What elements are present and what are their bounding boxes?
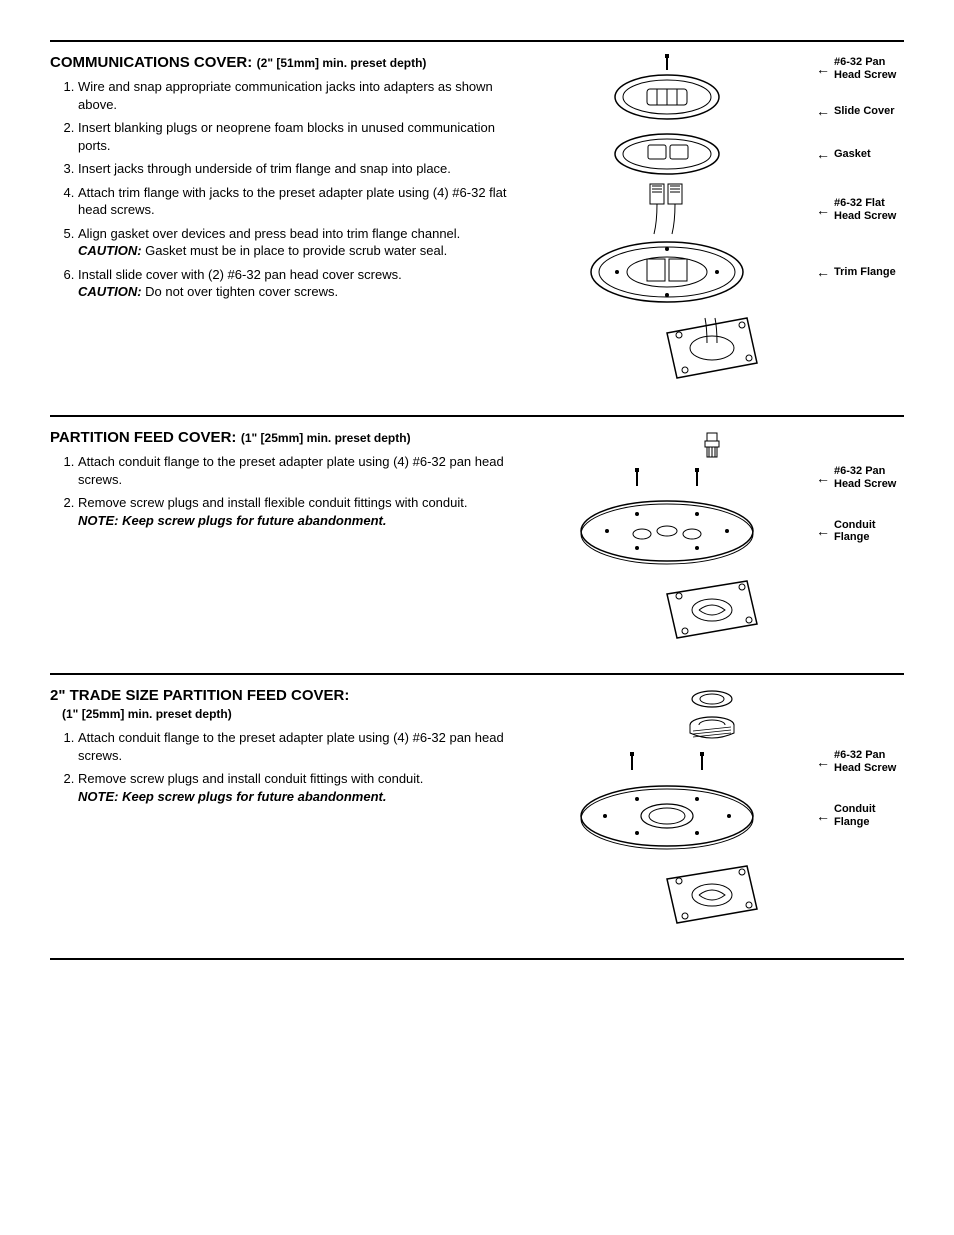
- note-text: Keep screw plugs for future abandonment.: [122, 789, 386, 804]
- note-label: NOTE:: [78, 789, 118, 804]
- caution-text: Gasket must be in place to provide scrub…: [145, 243, 447, 258]
- screw-icon: [697, 752, 707, 772]
- arrow-icon: ←: [816, 808, 830, 824]
- section-2in-trade-partition-feed-cover: 2" TRADE SIZE PARTITION FEED COVER: (1" …: [50, 673, 904, 927]
- step: Wire and snap appropriate communication …: [78, 78, 510, 113]
- threaded-ring-icon: [687, 715, 737, 745]
- diagram-column: ←#6-32 Pan Head Screw ←Conduit Flange: [520, 687, 904, 927]
- callout: #6-32 Pan Head Screw: [834, 749, 904, 774]
- arrow-icon: ←: [816, 202, 830, 218]
- arrow-icon: ←: [816, 470, 830, 486]
- text-column: PARTITION FEED COVER: (1" [25mm] min. pr…: [50, 429, 520, 535]
- conduit-plug-icon: [697, 431, 727, 461]
- section-title: COMMUNICATIONS COVER:: [50, 54, 252, 71]
- arrow-icon: ←: [816, 146, 830, 162]
- screw-icon: [662, 54, 672, 72]
- callout: #6-32 Pan Head Screw: [834, 56, 904, 81]
- step-text: Remove screw plugs and install conduit f…: [78, 771, 423, 786]
- step: Align gasket over devices and press bead…: [78, 225, 510, 260]
- screw-icon: [632, 468, 642, 488]
- section-communications-cover: COMMUNICATIONS COVER: (2" [51mm] min. pr…: [50, 40, 904, 385]
- text-column: COMMUNICATIONS COVER: (2" [51mm] min. pr…: [50, 54, 520, 307]
- text-column: 2" TRADE SIZE PARTITION FEED COVER: (1" …: [50, 687, 520, 811]
- steps-list: Wire and snap appropriate communication …: [50, 78, 510, 301]
- step-text: Attach conduit flange to the preset adap…: [78, 454, 504, 487]
- conduit-flange-icon: [577, 781, 757, 851]
- adapter-plate-icon: [657, 313, 767, 383]
- callout: #6-32 Flat Head Screw: [834, 197, 904, 222]
- step-text: Remove screw plugs and install flexible …: [78, 495, 467, 510]
- adapter-plate-icon: [657, 861, 767, 926]
- step-text: Attach trim flange with jacks to the pre…: [78, 185, 507, 218]
- adapter-plate-icon: [657, 576, 767, 641]
- arrow-icon: ←: [816, 264, 830, 280]
- step: Remove screw plugs and install conduit f…: [78, 770, 510, 805]
- screw-icon: [692, 468, 702, 488]
- step-text: Attach conduit flange to the preset adap…: [78, 730, 504, 763]
- note-text: Keep screw plugs for future abandonment.: [122, 513, 386, 528]
- step-text: Insert blanking plugs or neoprene foam b…: [78, 120, 495, 153]
- steps-list: Attach conduit flange to the preset adap…: [50, 729, 510, 805]
- arrow-icon: ←: [816, 103, 830, 119]
- step-text: Install slide cover with (2) #6-32 pan h…: [78, 267, 402, 282]
- callout: Conduit Flange: [834, 803, 904, 828]
- step: Attach trim flange with jacks to the pre…: [78, 184, 510, 219]
- callout: Trim Flange: [834, 266, 904, 279]
- step-text: Wire and snap appropriate communication …: [78, 79, 493, 112]
- callout: Slide Cover: [834, 105, 904, 118]
- screw-icon: [627, 752, 637, 772]
- step: Attach conduit flange to the preset adap…: [78, 453, 510, 488]
- step-text: Insert jacks through underside of trim f…: [78, 161, 451, 176]
- step: Insert blanking plugs or neoprene foam b…: [78, 119, 510, 154]
- section-title: PARTITION FEED COVER:: [50, 429, 236, 446]
- step: Remove screw plugs and install flexible …: [78, 494, 510, 529]
- caution-label: CAUTION:: [78, 284, 142, 299]
- arrow-icon: ←: [816, 61, 830, 77]
- conduit-flange-icon: [577, 496, 757, 566]
- trim-flange-icon: [587, 237, 747, 307]
- jack-assembly-icon: [632, 182, 702, 237]
- caution-text: Do not over tighten cover screws.: [145, 284, 338, 299]
- caution-label: CAUTION:: [78, 243, 142, 258]
- step: Install slide cover with (2) #6-32 pan h…: [78, 266, 510, 301]
- section-subtitle: (2" [51mm] min. preset depth): [257, 56, 427, 70]
- footer-rule: [50, 958, 904, 960]
- section-subtitle: (1" [25mm] min. preset depth): [62, 707, 510, 721]
- callout: Conduit Flange: [834, 519, 904, 544]
- callout: Gasket: [834, 148, 904, 161]
- step: Insert jacks through underside of trim f…: [78, 160, 510, 178]
- steps-list: Attach conduit flange to the preset adap…: [50, 453, 510, 529]
- diagram-column: ←#6-32 Pan Head Screw ←Conduit Flange: [520, 429, 904, 643]
- section-subtitle: (1" [25mm] min. preset depth): [241, 431, 411, 445]
- callout: #6-32 Pan Head Screw: [834, 465, 904, 490]
- arrow-icon: ←: [816, 523, 830, 539]
- note-label: NOTE:: [78, 513, 118, 528]
- step: Attach conduit flange to the preset adap…: [78, 729, 510, 764]
- diagram-column: ←#6-32 Pan Head Screw ←Slide Cover ←Gask…: [520, 54, 904, 385]
- section-title: 2" TRADE SIZE PARTITION FEED COVER:: [50, 687, 349, 704]
- section-partition-feed-cover: PARTITION FEED COVER: (1" [25mm] min. pr…: [50, 415, 904, 643]
- gasket-icon: [612, 130, 722, 178]
- slide-cover-icon: [612, 72, 722, 122]
- arrow-icon: ←: [816, 754, 830, 770]
- cap-icon: [690, 689, 734, 711]
- step-text: Align gasket over devices and press bead…: [78, 226, 460, 241]
